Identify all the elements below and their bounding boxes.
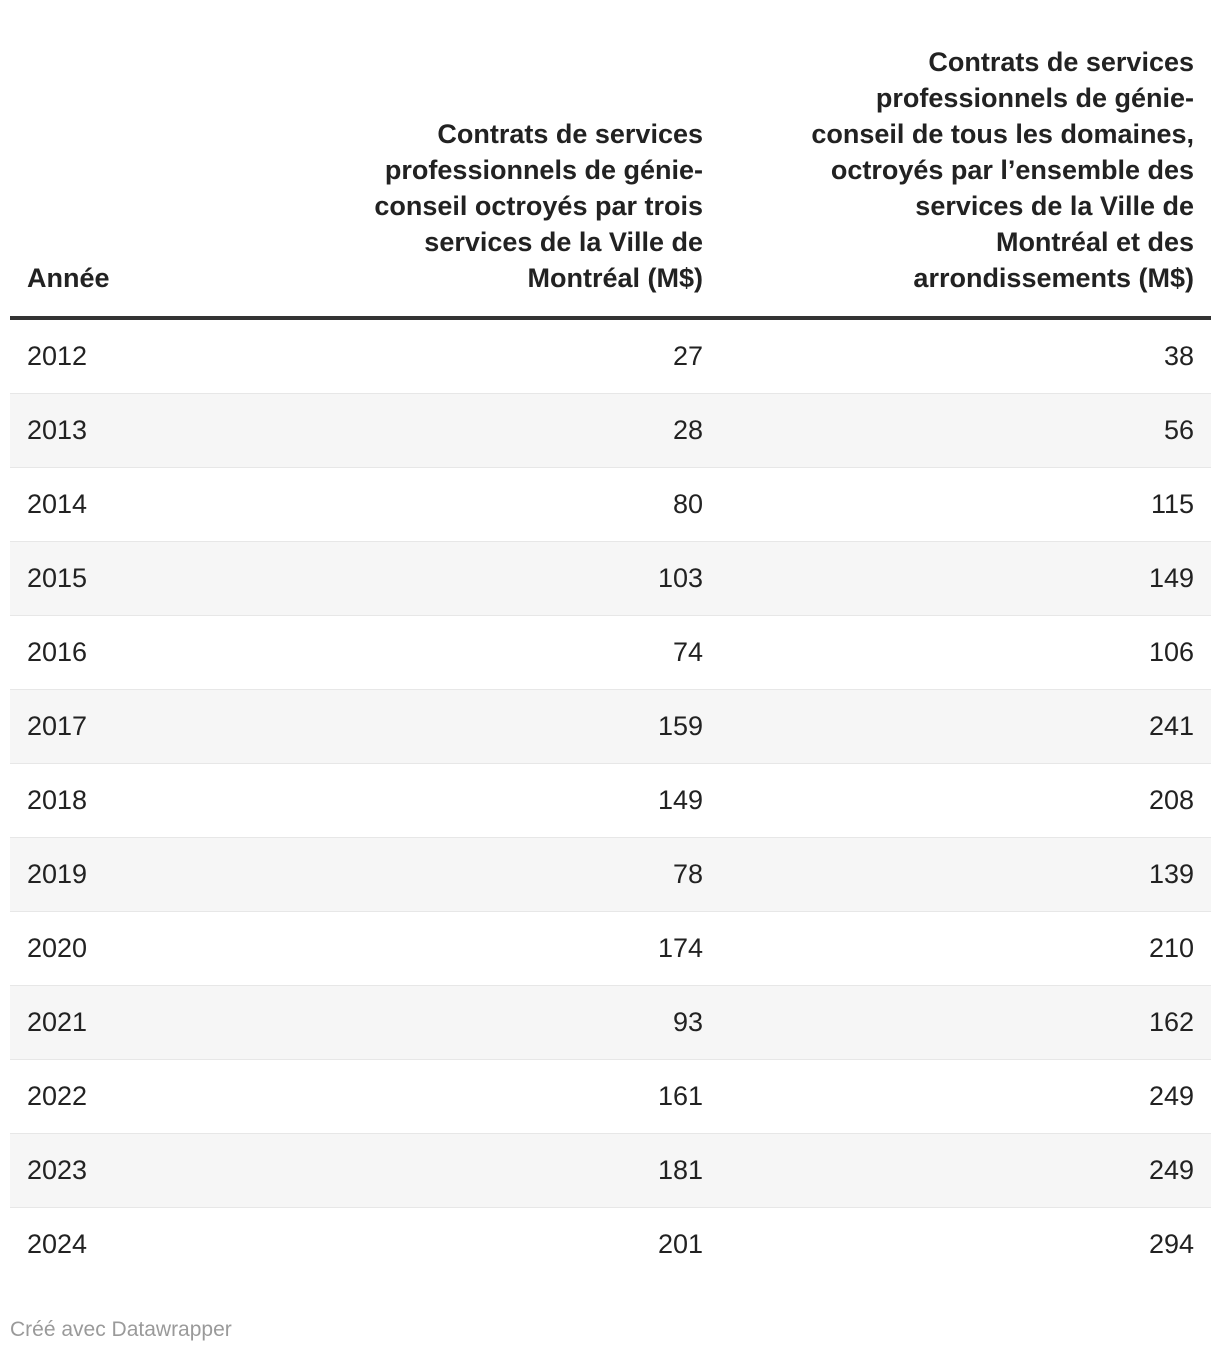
year-cell: 2015 bbox=[27, 563, 88, 593]
year-cell: 2017 bbox=[27, 711, 88, 741]
value-cell: 174 bbox=[657, 933, 703, 963]
value-cell: 38 bbox=[1163, 341, 1194, 371]
table-row: 2024 201 294 bbox=[10, 1208, 1211, 1282]
value-cell: 28 bbox=[672, 415, 703, 445]
value-cell: 181 bbox=[657, 1155, 703, 1185]
value-cell: 149 bbox=[1148, 563, 1194, 593]
year-cell: 2016 bbox=[27, 637, 88, 667]
year-cell: 2012 bbox=[27, 341, 88, 371]
year-cell: 2013 bbox=[27, 415, 88, 445]
year-cell: 2023 bbox=[27, 1155, 88, 1185]
value-cell: 249 bbox=[1148, 1155, 1194, 1185]
value-cell: 162 bbox=[1148, 1007, 1194, 1037]
value-cell: 78 bbox=[672, 859, 703, 889]
value-cell: 241 bbox=[1148, 711, 1194, 741]
value-cell: 294 bbox=[1148, 1229, 1194, 1259]
table-row: 2014 80 115 bbox=[10, 468, 1211, 542]
table-row: 2017 159 241 bbox=[10, 689, 1211, 764]
year-cell: 2020 bbox=[27, 933, 88, 963]
table-row: 2019 78 139 bbox=[10, 837, 1211, 912]
header-row: Année Contrats de services professionnel… bbox=[10, 0, 1211, 318]
value-cell: 249 bbox=[1148, 1081, 1194, 1111]
table-row: 2023 181 249 bbox=[10, 1133, 1211, 1208]
table-row: 2020 174 210 bbox=[10, 912, 1211, 986]
value-cell: 80 bbox=[672, 489, 703, 519]
value-cell: 56 bbox=[1163, 415, 1194, 445]
year-cell: 2022 bbox=[27, 1081, 88, 1111]
value-cell: 74 bbox=[672, 637, 703, 667]
table-row: 2013 28 56 bbox=[10, 393, 1211, 468]
table-row: 2018 149 208 bbox=[10, 764, 1211, 838]
value-cell: 93 bbox=[672, 1007, 703, 1037]
year-cell: 2018 bbox=[27, 785, 88, 815]
value-cell: 208 bbox=[1148, 785, 1194, 815]
value-cell: 106 bbox=[1148, 637, 1194, 667]
value-cell: 149 bbox=[657, 785, 703, 815]
value-cell: 115 bbox=[1150, 489, 1194, 519]
value-cell: 27 bbox=[672, 341, 703, 371]
value-cell: 139 bbox=[1148, 859, 1194, 889]
data-table: Année Contrats de services professionnel… bbox=[10, 0, 1211, 1281]
column-header-tous-domaines: Contrats de services professionnels de g… bbox=[811, 47, 1194, 293]
value-cell: 103 bbox=[657, 563, 703, 593]
value-cell: 201 bbox=[657, 1229, 703, 1259]
table-row: 2022 161 249 bbox=[10, 1060, 1211, 1134]
table-row: 2016 74 106 bbox=[10, 616, 1211, 690]
value-cell: 210 bbox=[1148, 933, 1194, 963]
year-cell: 2021 bbox=[27, 1007, 88, 1037]
credit-line: Créé avec Datawrapper bbox=[10, 1318, 232, 1341]
table-row: 2021 93 162 bbox=[10, 985, 1211, 1060]
table-row: 2015 103 149 bbox=[10, 541, 1211, 616]
column-header-trois-services: Contrats de services professionnels de g… bbox=[374, 119, 703, 293]
value-cell: 161 bbox=[657, 1081, 703, 1111]
year-cell: 2014 bbox=[27, 489, 88, 519]
value-cell: 159 bbox=[657, 711, 703, 741]
year-cell: 2019 bbox=[27, 859, 88, 889]
column-header-annee: Année bbox=[27, 263, 110, 293]
year-cell: 2024 bbox=[27, 1229, 88, 1259]
table-row: 2012 27 38 bbox=[10, 318, 1211, 394]
